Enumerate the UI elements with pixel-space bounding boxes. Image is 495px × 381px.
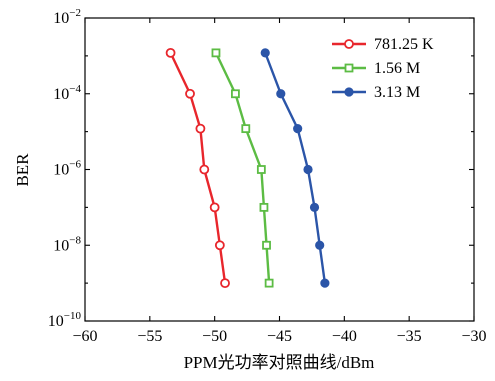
series-3 [260, 48, 330, 288]
data-point [195, 123, 206, 134]
series-1 [165, 47, 230, 289]
series-2 [211, 48, 274, 288]
data-point [209, 202, 220, 213]
y-tick-label: 10−2 [53, 7, 81, 27]
data-point [293, 124, 303, 134]
data-point [259, 202, 269, 212]
x-tick-label: −55 [137, 328, 162, 345]
data-point [320, 278, 330, 288]
data-point [199, 164, 210, 175]
data-point [276, 89, 286, 99]
legend-label: 3.13 M [374, 84, 420, 101]
series-layer [165, 47, 330, 289]
legend-label: 781.25 K [374, 36, 434, 53]
x-tick-label: −30 [461, 328, 486, 345]
x-tick-label: −60 [72, 328, 97, 345]
data-point [262, 240, 271, 250]
data-point [241, 124, 251, 134]
legend-item: 3.13 M [332, 84, 420, 101]
y-tick-label: 10−10 [48, 310, 82, 330]
data-point [185, 88, 195, 99]
legend-marker [344, 39, 354, 49]
legend-item: 781.25 K [332, 36, 434, 53]
legend-marker [344, 63, 354, 73]
y-tick-label: 10−6 [53, 159, 81, 179]
legend-marker [344, 87, 354, 97]
legend-item: 1.56 M [332, 60, 420, 77]
data-point [256, 165, 266, 174]
data-point [220, 278, 230, 289]
x-tick-label: −45 [267, 328, 292, 345]
y-tick-label: 10−4 [53, 83, 81, 103]
data-point [309, 202, 320, 212]
data-point [303, 164, 313, 175]
x-axis-title: PPM光功率对照曲线/dBm [184, 353, 375, 372]
data-point [214, 240, 225, 251]
data-point [211, 48, 221, 58]
data-point [165, 47, 176, 58]
y-tick-label: 10−8 [53, 234, 81, 254]
x-tick-label: −35 [397, 328, 422, 345]
x-tick-label: −40 [332, 328, 357, 345]
y-axis-ticks: 10−2 10−4 10−6 10−8 10−10 [48, 7, 474, 330]
x-tick-label: −50 [202, 328, 227, 345]
data-point [264, 278, 274, 288]
x-axis-ticks: −60 −55 −50 −45 −40 −35 −30 [72, 18, 487, 345]
y-axis-title: BER [13, 153, 32, 187]
data-point [260, 48, 270, 58]
data-point [315, 240, 325, 250]
series-line [264, 52, 327, 284]
legend-label: 1.56 M [374, 60, 420, 77]
data-point [231, 89, 240, 99]
legend: 781.25 K 1.56 M 3.13 M [332, 36, 434, 101]
